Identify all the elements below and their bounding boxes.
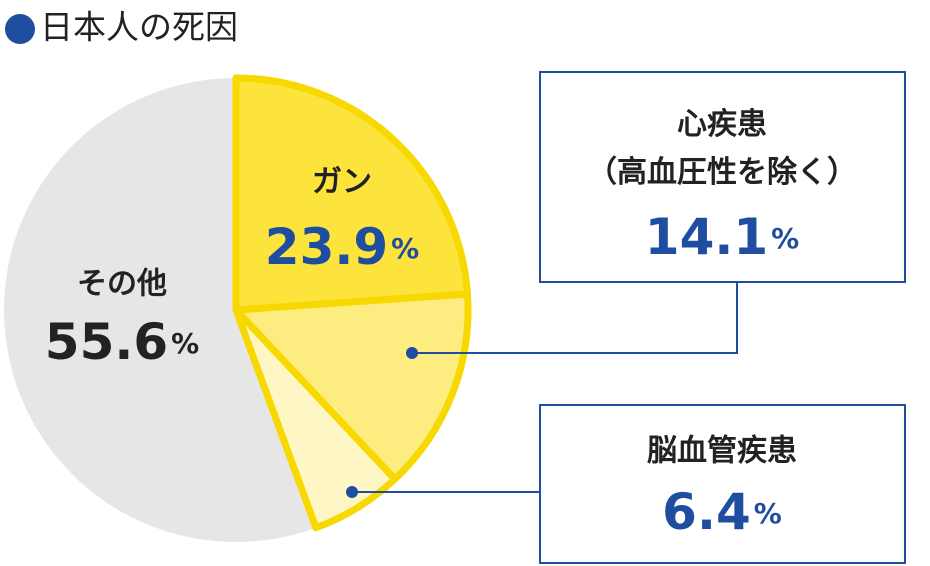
connector-dot (346, 486, 358, 498)
category-label: ガン (312, 165, 372, 200)
category-label: その他 (77, 267, 167, 302)
callout-box (539, 404, 906, 564)
value-number: 14.1 (645, 208, 768, 266)
pie-slice (232, 306, 399, 532)
chart-title: 日本人の死因 (40, 8, 238, 47)
value-number: 6.4 (662, 483, 751, 541)
value-unit: % (391, 232, 419, 265)
value-label: 55.6% (45, 313, 199, 371)
value-unit: % (171, 327, 199, 360)
callout-box (539, 71, 906, 283)
value-number: 55.6 (45, 313, 168, 371)
pie-slice (232, 74, 471, 314)
value-unit: % (754, 497, 782, 530)
value-unit: % (771, 222, 799, 255)
category-label: 心疾患（高血圧性を除く） (587, 107, 857, 190)
connector (412, 282, 738, 354)
category-label: 脳血管疾患 (647, 434, 797, 469)
value-label: 6.4% (662, 483, 782, 541)
value-label: 23.9% (265, 218, 419, 276)
connector-dot (406, 347, 418, 359)
value-label: 14.1% (645, 208, 799, 266)
pie-slice (3, 78, 316, 542)
pie (3, 74, 472, 542)
title-bullet (5, 14, 35, 44)
pie-slice (232, 290, 472, 483)
value-number: 23.9 (265, 218, 388, 276)
